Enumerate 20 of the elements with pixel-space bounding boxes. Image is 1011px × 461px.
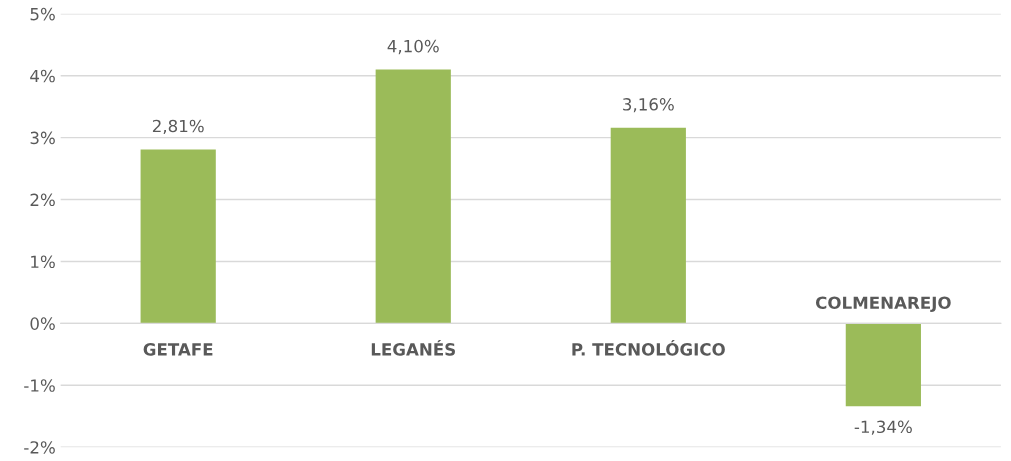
x-tick-label: COLMENAREJO [815, 296, 951, 313]
bar [610, 127, 686, 324]
y-tick-label: 0% [30, 317, 55, 330]
y-tick-label: -2% [24, 441, 55, 454]
y-tick-label: 3% [30, 131, 55, 145]
data-label: 4,10% [387, 39, 439, 55]
data-label: -1,34% [854, 420, 912, 435]
x-tick-label: LEGANÉS [371, 340, 455, 356]
y-tick-label: 2% [30, 193, 55, 207]
y-tick-label: -1% [24, 379, 55, 392]
bar [375, 69, 451, 324]
x-tick-label: P. TECNOLÓGICO [572, 340, 725, 356]
y-tick-label: 1% [31, 255, 55, 269]
data-label: 2,81% [152, 119, 204, 134]
bar [140, 149, 216, 324]
y-tick-label: 4% [30, 69, 55, 83]
bar [845, 323, 921, 407]
data-label: 3,16% [623, 98, 674, 113]
x-tick-label: GETAFE [143, 343, 213, 356]
y-tick-label: 5% [30, 7, 55, 21]
